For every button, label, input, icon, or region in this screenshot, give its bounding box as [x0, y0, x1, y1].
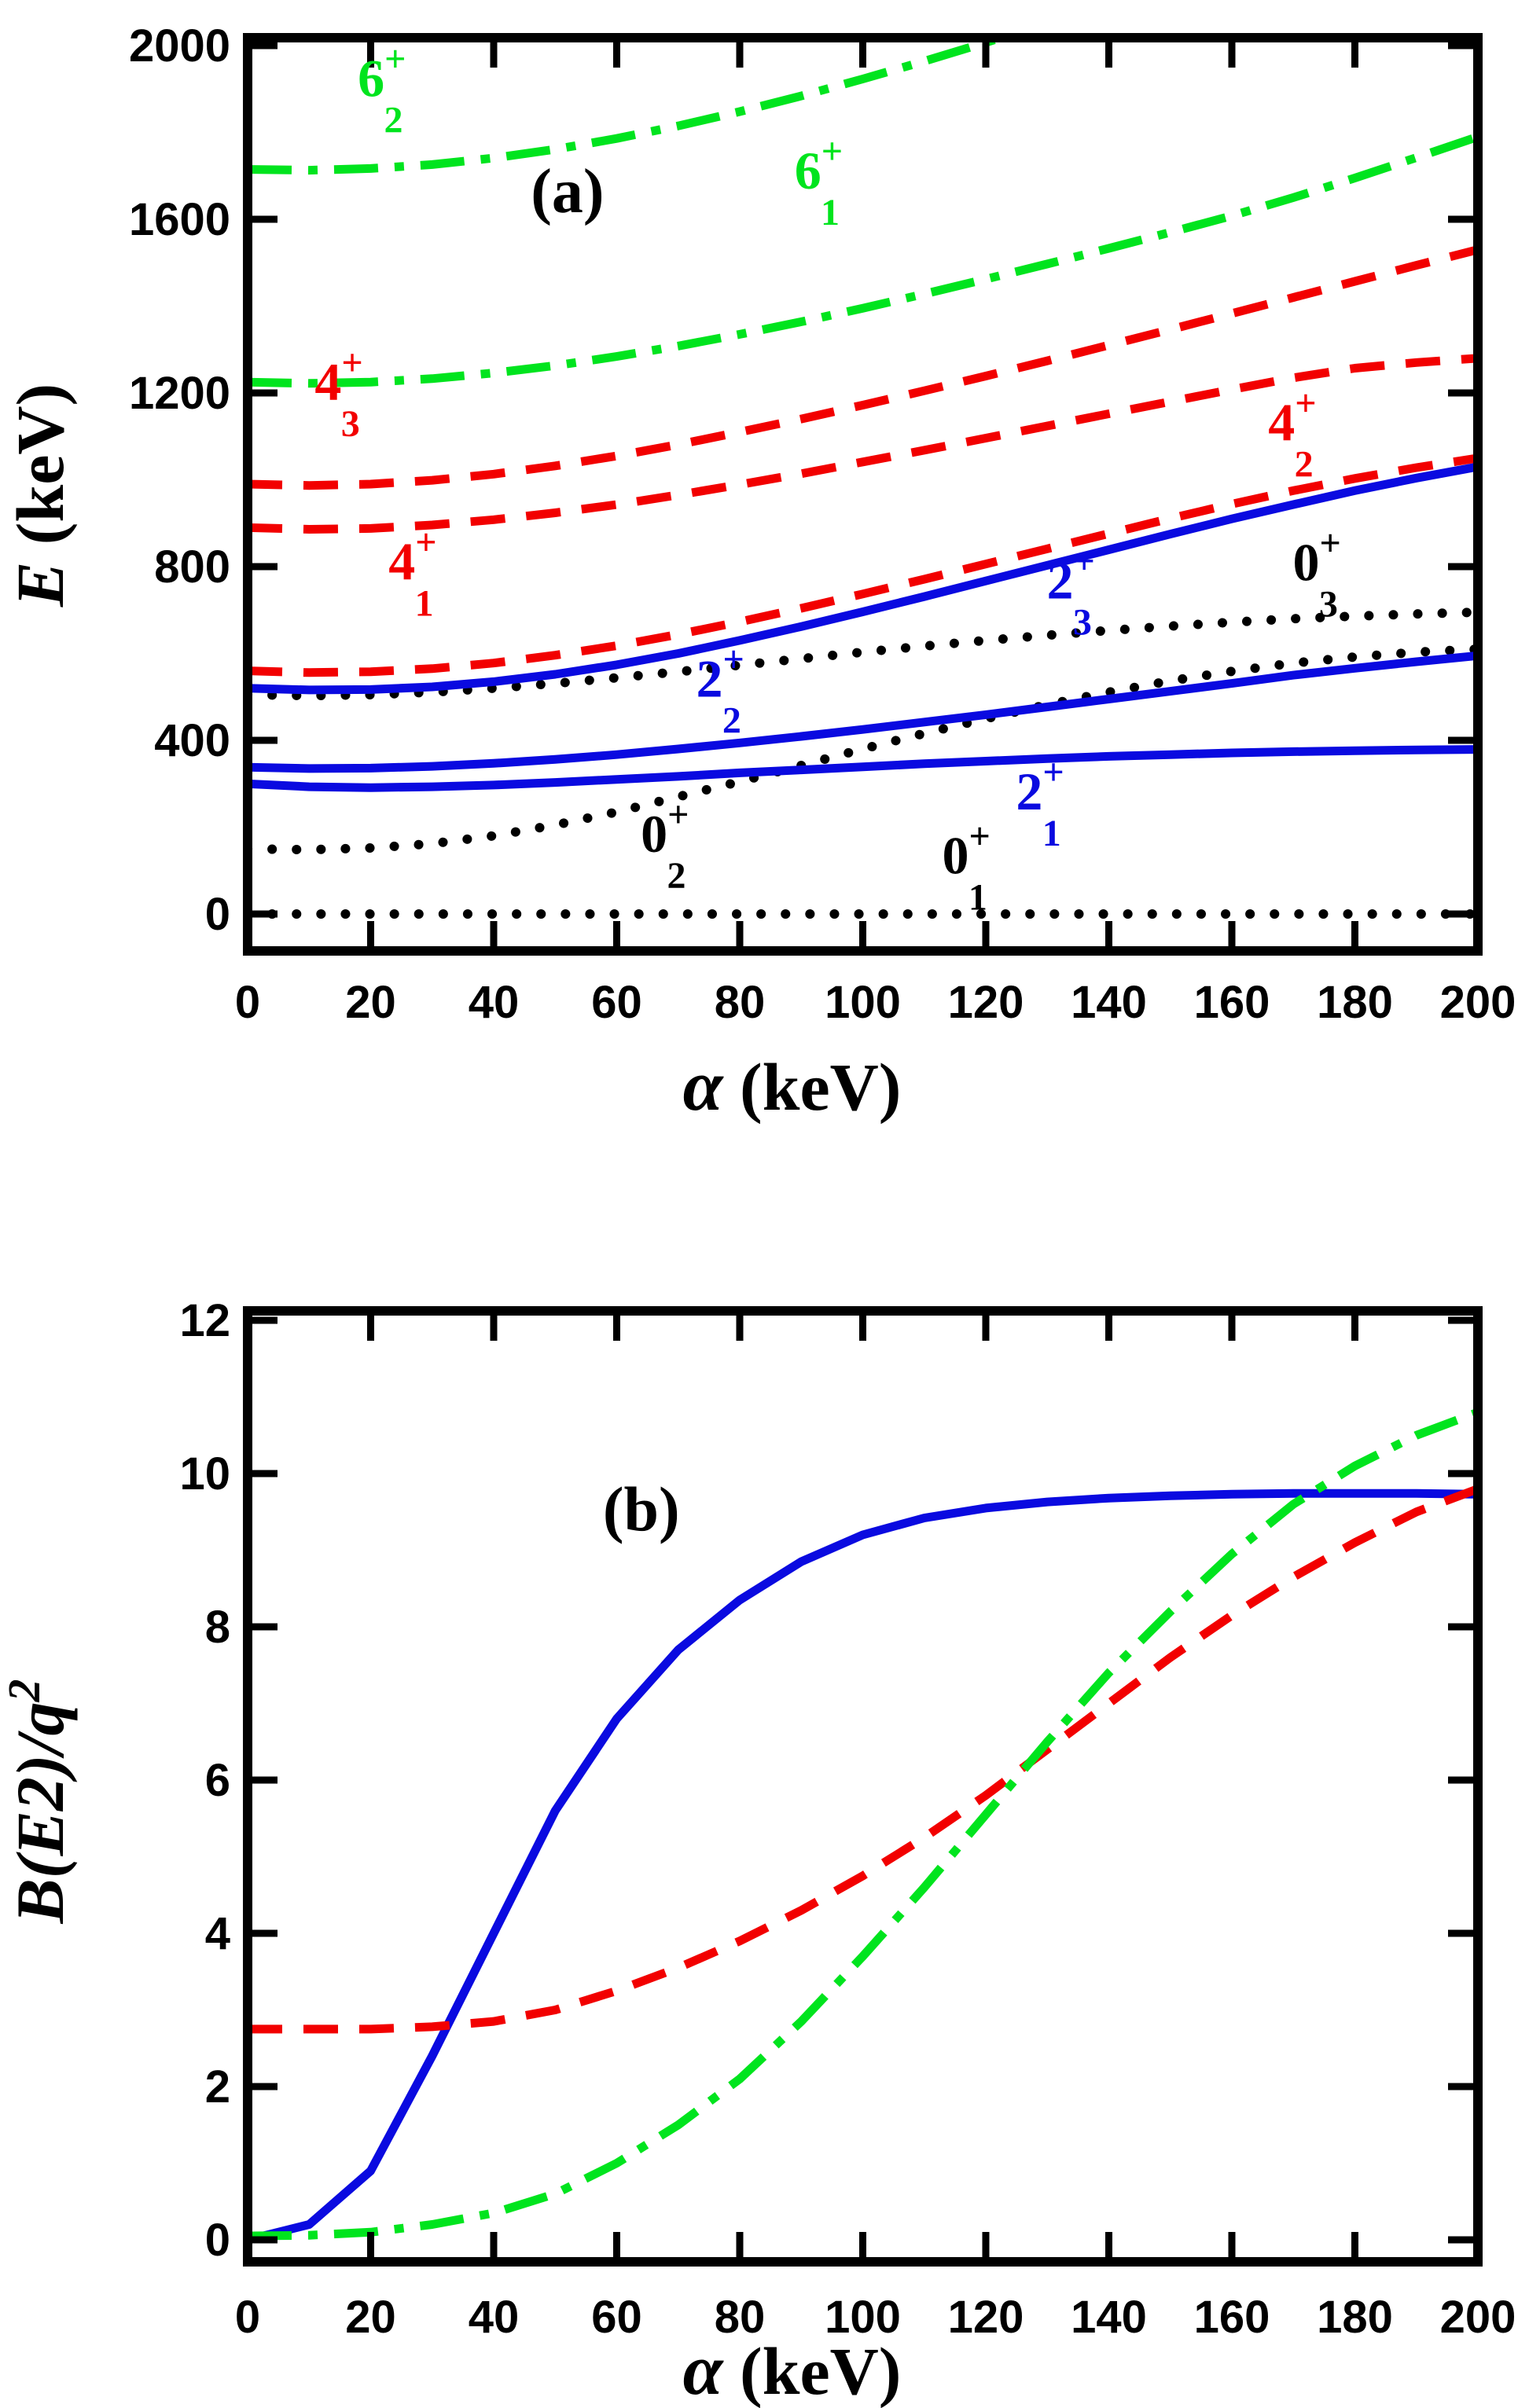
label-level-6-1: 6+ 1 — [795, 130, 843, 233]
x-tick-label: 180 — [1317, 2292, 1393, 2343]
y-tick-labels: 0 2 4 6 8 10 12 — [179, 1295, 230, 2266]
axis-ticks — [244, 41, 1482, 948]
x-tick-label: 120 — [948, 977, 1024, 1028]
plot-area — [252, 1409, 1473, 2244]
series-level-2-1 — [252, 745, 1473, 792]
panel-letter: (a) — [531, 157, 604, 226]
series-level-4-3 — [252, 246, 1473, 490]
plot-area — [252, 42, 1473, 919]
axes-frame — [243, 33, 1483, 956]
x-tick-label: 60 — [591, 2292, 642, 2343]
panel-b: 0 20 40 60 80 100 120 140 160 180 200 0 2 4 6 8 10 12 α (k… — [0, 1295, 1516, 2408]
x-tick-label: 0 — [235, 977, 260, 1028]
series-level-2-3 — [252, 463, 1473, 695]
y-tick-label: 12 — [179, 1295, 230, 1346]
y-tick-labels: 0 400 800 1200 1600 2000 — [129, 20, 230, 940]
axis-ticks — [244, 1314, 1482, 2259]
label-level-4-1: 4+ 1 — [388, 521, 436, 624]
series-level-4-1 — [252, 454, 1473, 677]
series-level-4-2 — [252, 354, 1473, 534]
x-axis-title: α (keV) — [683, 1045, 902, 1125]
y-tick-label: 400 — [154, 715, 230, 766]
label-level-4-3: 4+ 3 — [314, 342, 362, 445]
x-tick-label: 40 — [469, 2292, 520, 2343]
x-tick-label: 40 — [469, 977, 520, 1028]
series-level-2-2 — [252, 652, 1473, 773]
y-tick-label: 800 — [154, 541, 230, 593]
x-tick-label: 100 — [825, 2292, 901, 2343]
x-tick-label: 140 — [1071, 977, 1147, 1028]
x-tick-label: 160 — [1194, 977, 1270, 1028]
label-level-0-1: 0+ 1 — [943, 816, 991, 919]
panel-a: 0 20 40 60 80 100 120 140 160 180 2000400800120016… — [2, 20, 1516, 1125]
x-tick-label: 60 — [591, 977, 642, 1028]
y-tick-label: 0 — [205, 889, 230, 940]
y-tick-label: 1200 — [129, 368, 230, 419]
series-level-6-1 — [252, 134, 1473, 388]
series-be2-red-dashed — [252, 1485, 1473, 2034]
y-axis-title: E (keV) — [2, 384, 78, 608]
x-tick-label: 0 — [235, 2292, 260, 2343]
y-tick-label: 10 — [179, 1448, 230, 1499]
x-tick-label: 200 — [1440, 977, 1516, 1028]
axes-frame — [243, 1306, 1483, 2267]
x-tick-labels: 0 20 40 60 80 100 120 140 160 180 200 — [235, 977, 1516, 1028]
label-level-6-2: 6+ 2 — [358, 39, 406, 141]
label-level-2-3: 2+ 3 — [1047, 541, 1095, 644]
x-tick-label: 100 — [825, 977, 901, 1028]
y-axis-title: B(E2)/q2 — [0, 1679, 78, 1925]
x-tick-label: 140 — [1071, 2292, 1147, 2343]
label-level-4-2: 4+ 2 — [1268, 383, 1316, 486]
x-tick-label: 20 — [345, 2292, 396, 2343]
x-tick-label: 20 — [345, 977, 396, 1028]
label-level-0-2: 0+ 2 — [641, 794, 689, 897]
x-tick-label: 80 — [715, 977, 766, 1028]
y-tick-label: 6 — [205, 1755, 230, 1806]
label-level-2-1: 2+ 1 — [1016, 751, 1064, 854]
y-tick-label: 4 — [205, 1908, 230, 1959]
x-tick-label: 120 — [948, 2292, 1024, 2343]
label-level-2-2: 2+ 2 — [697, 639, 744, 742]
panel-letter: (b) — [603, 1476, 680, 1545]
x-tick-label: 180 — [1317, 977, 1393, 1028]
x-tick-labels: 0 20 40 60 80 100 120 140 160 180 200 — [235, 2292, 1516, 2343]
y-tick-label: 2 — [205, 2061, 230, 2113]
y-tick-label: 0 — [205, 2215, 230, 2266]
series-level-0-3 — [252, 608, 1473, 701]
series-be2-green-dashdot — [252, 1409, 1473, 2241]
x-tick-label: 160 — [1194, 2292, 1270, 2343]
x-tick-label: 80 — [715, 2292, 766, 2343]
y-tick-label: 2000 — [129, 20, 230, 72]
x-axis-title: α (keV) — [683, 2329, 902, 2408]
series-be2-blue-solid — [252, 1488, 1473, 2244]
x-tick-label: 200 — [1440, 2292, 1516, 2343]
y-tick-label: 1600 — [129, 194, 230, 245]
y-tick-label: 8 — [205, 1602, 230, 1653]
label-level-0-3: 0+ 3 — [1293, 523, 1341, 626]
